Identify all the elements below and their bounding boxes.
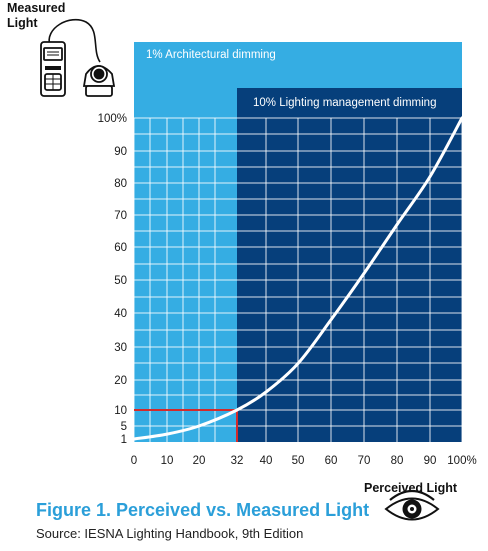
x-tick-label: 0 bbox=[131, 455, 137, 467]
y-tick-label: 1 bbox=[121, 434, 127, 446]
perceived-curve bbox=[132, 116, 464, 441]
x-axis-ticks: 0 10 20 32 40 50 60 70 80 90 100% bbox=[131, 455, 477, 467]
x-tick-label: 80 bbox=[391, 455, 404, 467]
meter-label: Measured Light bbox=[7, 1, 66, 30]
eye-icon bbox=[384, 489, 440, 521]
dark-band bbox=[237, 88, 462, 442]
y-tick-label: 50 bbox=[114, 275, 127, 287]
grid bbox=[133, 117, 463, 442]
y-tick-label: 10 bbox=[114, 405, 127, 417]
y-tick-label: 40 bbox=[114, 308, 127, 320]
band-label-management: 10% Lighting management dimming bbox=[253, 97, 436, 109]
x-tick-label: 32 bbox=[231, 455, 244, 467]
x-tick-label: 90 bbox=[424, 455, 437, 467]
y-tick-label: 30 bbox=[114, 342, 127, 354]
x-tick-label: 20 bbox=[193, 455, 206, 467]
x-tick-label: 100% bbox=[447, 455, 476, 467]
y-tick-label: 60 bbox=[114, 242, 127, 254]
x-tick-label: 40 bbox=[260, 455, 273, 467]
x-tick-label: 10 bbox=[161, 455, 174, 467]
figure-title: Figure 1. Perceived vs. Measured Light bbox=[36, 500, 370, 520]
y-axis-ticks: 15 10 20 30 40 50 60 70 80 90 100% bbox=[98, 113, 127, 446]
x-tick-label: 50 bbox=[292, 455, 305, 467]
band-label-architectural: 1% Architectural dimming bbox=[146, 49, 276, 61]
y-tick-label: 90 bbox=[114, 146, 127, 158]
eye-label: Perceived Light bbox=[364, 481, 458, 495]
y-tick-label: 5 bbox=[121, 421, 127, 433]
light-meter-icon bbox=[40, 18, 116, 97]
x-tick-label: 70 bbox=[358, 455, 371, 467]
y-tick-label: 80 bbox=[114, 178, 127, 190]
x-tick-label: 60 bbox=[325, 455, 338, 467]
figure-source: Source: IESNA Lighting Handbook, 9th Edi… bbox=[36, 526, 304, 541]
y-tick-label: 20 bbox=[114, 375, 127, 387]
y-tick-label: 100% bbox=[98, 113, 127, 125]
y-tick-label: 70 bbox=[114, 210, 127, 222]
